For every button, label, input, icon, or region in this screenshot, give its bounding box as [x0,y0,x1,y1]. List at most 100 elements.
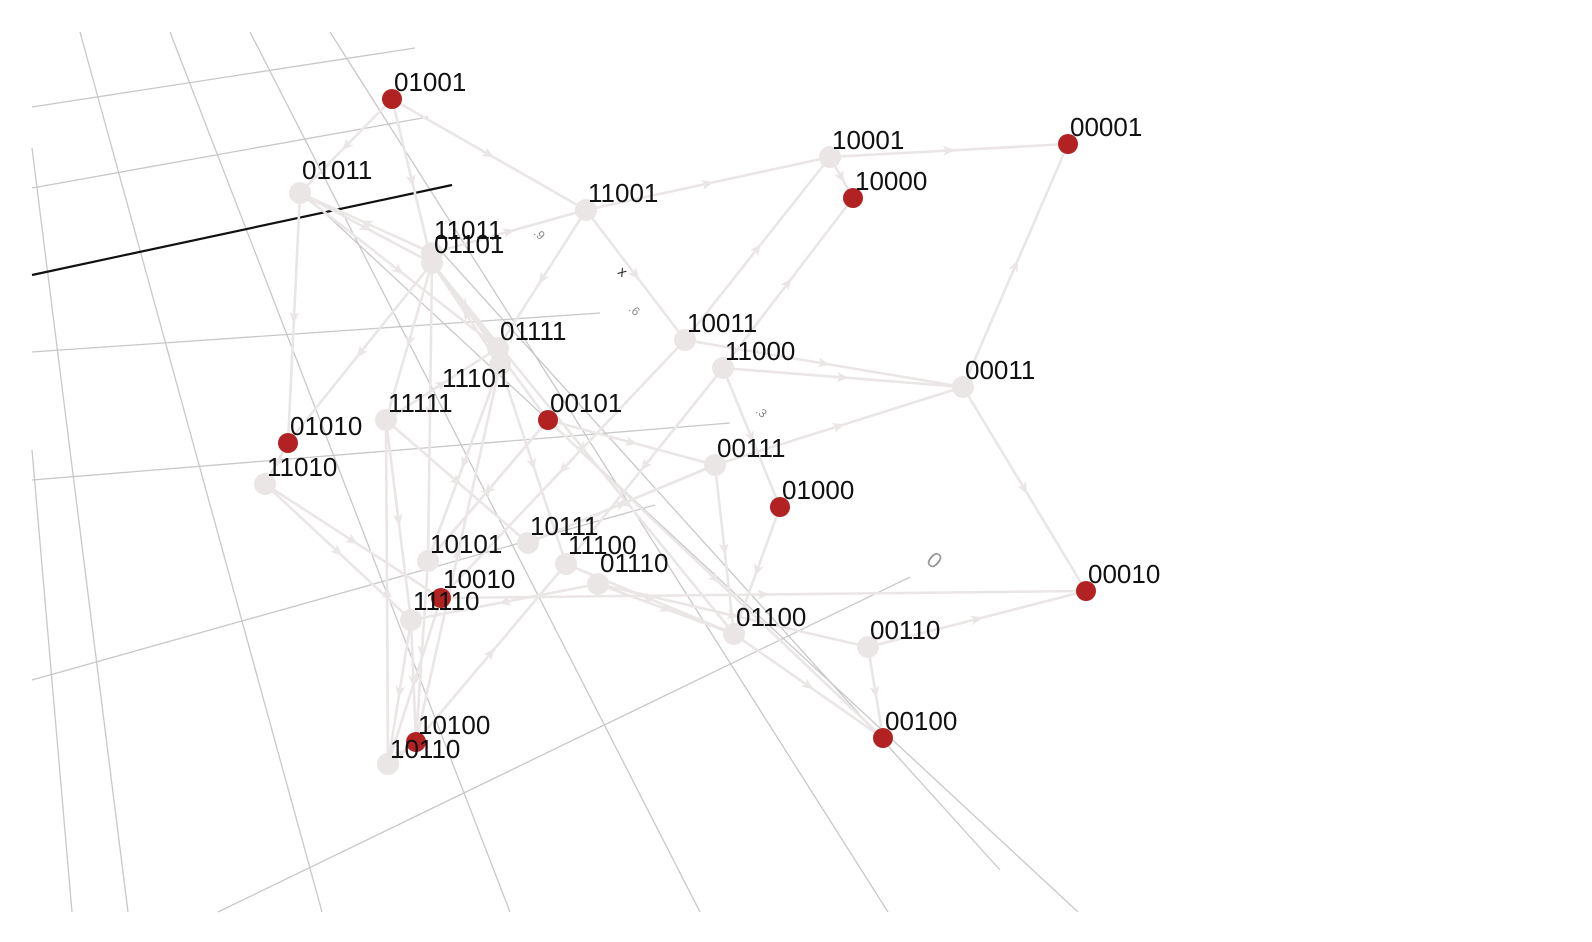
inactive-node [575,199,597,221]
node-label: 00011 [965,355,1035,385]
node-label: 01010 [290,411,362,441]
edge-arrow [836,372,849,383]
grid-line [31,422,731,481]
active-node [873,728,893,748]
grid-line [31,449,73,913]
node-label: 00101 [550,388,622,418]
node-label: 01011 [302,155,372,185]
x-axis-line [31,183,453,277]
node-label: 11100 [568,530,636,560]
edge-arrow [969,615,983,626]
edge-arrow [501,228,515,238]
edge-arrow [1008,259,1018,273]
node-label: 10011 [687,308,757,338]
edge-arrow [538,271,550,285]
active-node [431,588,451,608]
edge-arrow [391,262,404,275]
inactive-node [704,454,726,476]
inactive-node [952,376,974,398]
active-node [406,732,426,752]
inactive-node [417,550,439,572]
inactive-node [489,354,511,376]
edge-arrow [461,455,471,469]
active-node [843,188,863,208]
edge-arrow [701,179,714,190]
node-label: 10101 [430,529,502,559]
inactive-node [857,636,879,658]
node-label: 01100 [736,602,806,632]
node-label: 00001 [1070,112,1142,142]
active-node [1076,581,1096,601]
active-node [278,433,298,453]
active-node [770,497,790,517]
edge-arrow [614,501,628,511]
inactive-node [377,753,399,775]
edge-arrow [345,533,359,545]
edge-arrow [273,455,284,469]
edge-arrow [483,648,495,661]
node-label: 10110 [390,734,460,764]
node-label: 00111 [717,433,785,463]
inactive-node [421,252,443,274]
inactive-node [587,573,609,595]
edge-arrow [627,267,640,280]
edge-arrow [749,243,762,257]
edge-arrow [707,571,720,584]
inactive-node [517,532,539,554]
inactive-node [487,337,509,359]
edge-arrow [726,609,739,620]
edge-arrow [356,345,368,358]
edge-arrow [624,436,638,446]
node-label: 01101 [434,229,504,259]
inactive-node [819,146,841,168]
edge-arrow [405,173,416,187]
active-node [1058,134,1078,154]
node-label: 11101 [442,363,510,393]
edge-arrow [575,440,587,454]
edge-arrow [425,405,436,418]
inactive-node [375,409,397,431]
node-label: 00100 [885,706,957,736]
grid-line [299,189,1079,913]
node-label: 10001 [832,125,904,155]
node-label: 11001 [588,178,658,208]
grid-line [169,31,511,913]
inactive-node [723,623,745,645]
edge-arrow [658,602,672,612]
edge-arrow [526,457,536,471]
node-label: 01111 [500,316,567,346]
nodes [254,89,1096,775]
node-label: 10010 [443,564,515,594]
perspective-grid [31,31,1079,913]
edge-arrow [449,473,462,486]
edge-arrow [780,278,792,291]
edge-arrow [394,749,407,761]
active-node [538,410,558,430]
node-label: 10100 [418,710,490,740]
inactive-node [400,609,422,631]
axis-tick-label: .6 [626,302,643,319]
edge-arrow [831,423,845,433]
edge-arrow [408,674,419,687]
grid-line [31,47,416,108]
node-label: 01110 [600,548,668,578]
edge-arrow [341,138,354,151]
node-label: 11000 [725,336,795,366]
inactive-node [289,182,311,204]
edge-arrow [942,145,955,156]
axis-tick-label: .9 [531,226,548,243]
edge-arrow [834,169,845,183]
edges [263,97,1088,766]
edge-arrow [800,678,814,690]
node-label: 00010 [1088,559,1160,589]
edge-arrow [392,513,403,526]
edge-arrow [757,589,770,600]
active-node [382,89,402,109]
edge-arrow [451,547,462,561]
grid-line [329,31,889,913]
node-label: 01001 [394,67,466,97]
grid-line [31,312,601,353]
axis-tick-label: 0 [922,547,947,574]
edge-arrow [1017,481,1028,495]
edge-arrow [395,685,406,698]
